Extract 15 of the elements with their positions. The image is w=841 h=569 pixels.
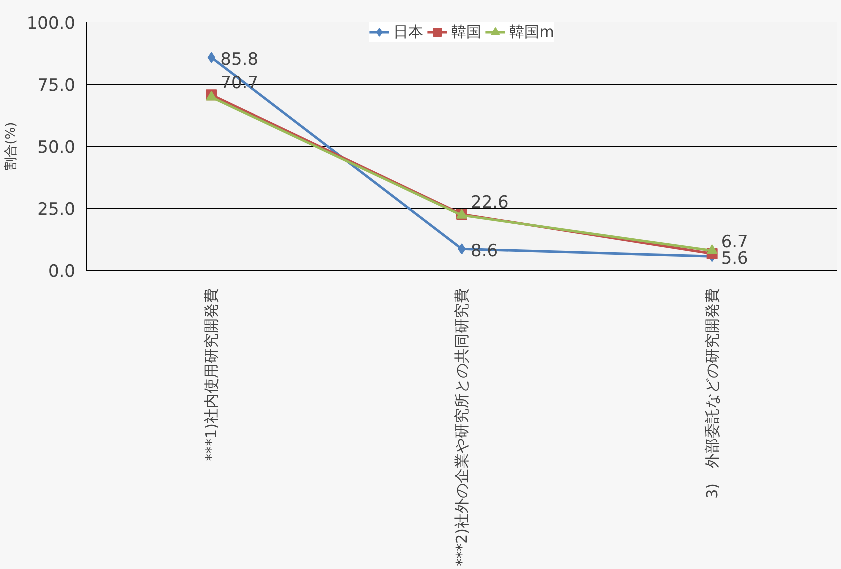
x-tick-label: ***1)社内使用研究開発費 [202,288,221,462]
y-tick-label: 0.0 [48,262,76,282]
legend-label: 日本 [394,22,424,42]
y-tick-label: 75.0 [38,76,76,96]
legend-label: 韓国 [452,22,482,42]
y-tick-label: 100.0 [26,14,76,34]
data-label: 85.8 [220,50,259,70]
legend-label: 韓国m [510,22,554,42]
point [706,244,718,254]
x-tick-label: 3) 外部委託などの研究開発費 [703,288,722,499]
y-tick-label: 25.0 [38,200,76,220]
y-tick-label: 50.0 [38,138,76,158]
data-label: 22.6 [471,192,509,213]
y-axis-title: 割合(%) [4,122,19,171]
x-tick-label: ***2)社外の企業や研究所との共同研究費 [453,288,471,566]
